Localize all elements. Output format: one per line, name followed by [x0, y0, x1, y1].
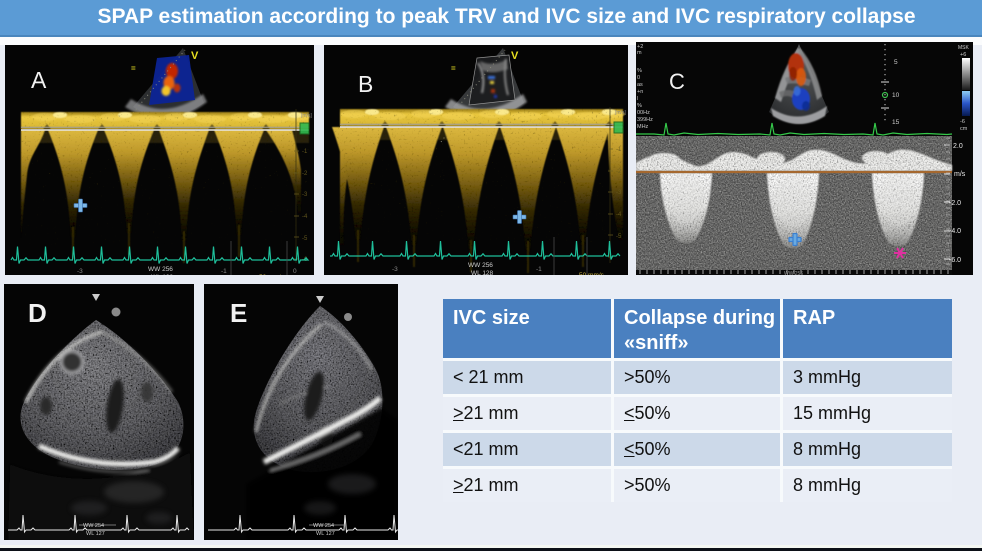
svg-text:WL 127: WL 127	[316, 531, 335, 537]
svg-text:WW 254: WW 254	[313, 523, 334, 529]
svg-text:WL 128: WL 128	[471, 270, 494, 275]
svg-text:B: B	[358, 71, 373, 97]
svg-text:cm: cm	[960, 126, 968, 132]
svg-text:-1: -1	[302, 149, 308, 155]
svg-text:MHz: MHz	[637, 124, 649, 130]
svg-text:-1: -1	[221, 268, 227, 275]
svg-text:+2: +2	[637, 44, 643, 50]
svg-text:MSK: MSK	[958, 45, 970, 51]
svg-text:-1: -1	[616, 147, 622, 153]
svg-text:-3: -3	[392, 266, 398, 273]
svg-text:V: V	[191, 50, 199, 62]
svg-text:A: A	[31, 67, 47, 93]
svg-text:WW 254: WW 254	[83, 523, 104, 529]
svg-text:-1: -1	[536, 266, 542, 273]
svg-text:-3: -3	[302, 192, 308, 198]
svg-text:l: l	[637, 96, 638, 102]
svg-text:399Hz: 399Hz	[637, 117, 653, 123]
svg-text:%: %	[637, 68, 642, 74]
svg-text:-5: -5	[616, 234, 622, 240]
svg-text:as: as	[637, 82, 643, 88]
svg-text:10: 10	[892, 92, 900, 99]
svg-text:m: m	[637, 50, 642, 56]
svg-text:15: 15	[892, 119, 900, 126]
svg-text:0: 0	[637, 75, 640, 81]
svg-text:0: 0	[293, 268, 297, 275]
svg-text:WW 256: WW 256	[148, 266, 173, 273]
svg-text:WW 256: WW 256	[468, 262, 493, 269]
svg-text:WW:256: WW:256	[784, 271, 803, 275]
svg-text:[m/s]: [m/s]	[301, 113, 312, 119]
svg-text:-4: -4	[302, 214, 308, 220]
svg-text:50 mm/s: 50 mm/s	[579, 272, 605, 275]
svg-text:-4.0: -4.0	[949, 228, 961, 235]
svg-text:+6: +6	[960, 52, 966, 58]
svg-text:-3: -3	[616, 190, 622, 196]
svg-text:%: %	[637, 103, 642, 109]
svg-text:50 mm/s: 50 mm/s	[259, 274, 285, 275]
svg-text:-5: -5	[302, 236, 308, 242]
svg-text:-4: -4	[616, 212, 622, 218]
svg-text:2.0: 2.0	[953, 143, 963, 150]
svg-text:WL 127: WL 127	[86, 531, 105, 537]
svg-text:-2.0: -2.0	[949, 200, 961, 207]
svg-text:WL 128: WL 128	[151, 274, 174, 275]
svg-text:=: =	[451, 64, 456, 73]
svg-text:C: C	[669, 69, 685, 94]
svg-text:m/s: m/s	[954, 171, 966, 178]
svg-text:-3: -3	[77, 268, 83, 275]
svg-text:E: E	[230, 298, 247, 328]
svg-text:5: 5	[894, 59, 898, 66]
svg-text:V: V	[511, 50, 519, 62]
svg-text:-2: -2	[302, 171, 308, 177]
svg-text:+n: +n	[637, 89, 643, 95]
svg-text:-6: -6	[960, 119, 965, 125]
svg-text:00Hz: 00Hz	[637, 110, 650, 116]
svg-text:=: =	[131, 64, 136, 73]
svg-text:-6.0: -6.0	[949, 257, 961, 264]
svg-text:[m/s]: [m/s]	[615, 110, 626, 116]
svg-text:D: D	[28, 298, 47, 328]
svg-text:-2: -2	[616, 169, 622, 175]
